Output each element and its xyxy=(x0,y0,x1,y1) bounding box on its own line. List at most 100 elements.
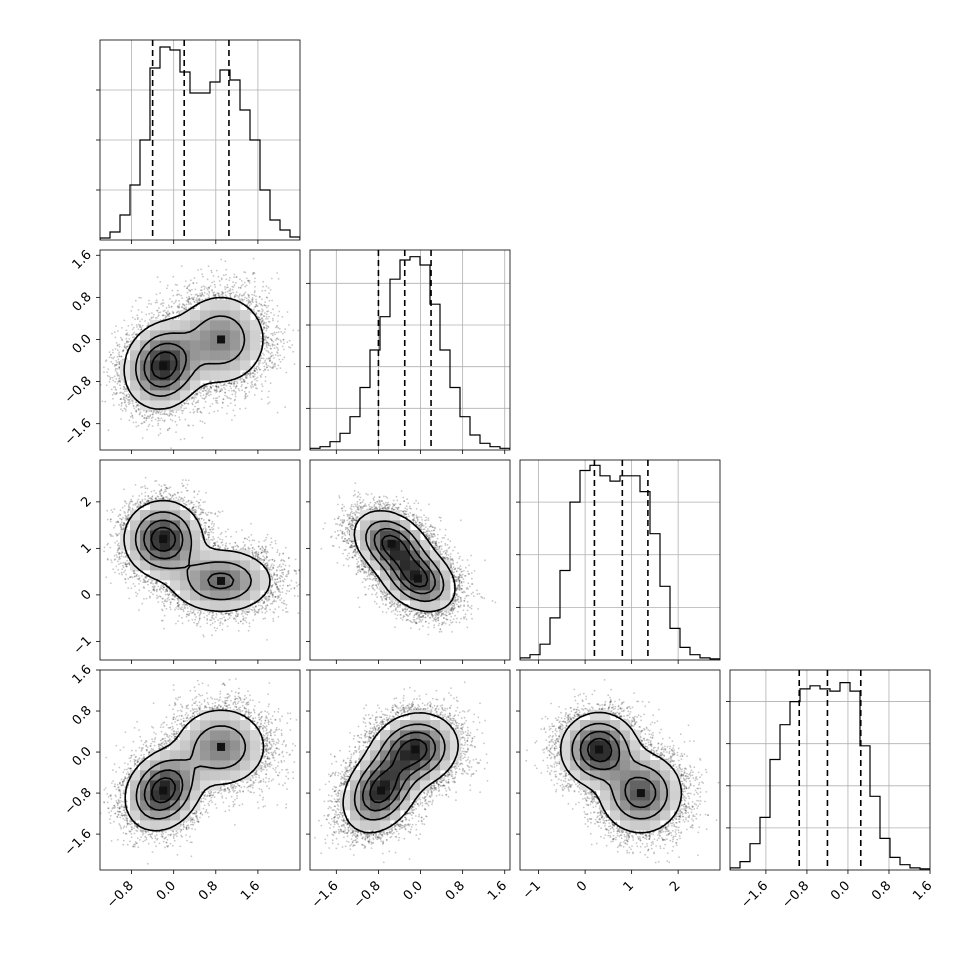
scatter-point xyxy=(297,330,299,332)
scatter-point xyxy=(137,593,139,595)
scatter-point xyxy=(429,617,431,619)
scatter-point xyxy=(138,578,140,580)
scatter-point xyxy=(123,488,125,490)
scatter-point xyxy=(162,314,164,316)
scatter-point xyxy=(177,608,179,610)
scatter-point xyxy=(230,288,232,290)
scatter-point xyxy=(407,615,409,617)
scatter-point xyxy=(265,537,267,539)
scatter-point xyxy=(355,505,357,507)
scatter-point xyxy=(476,589,478,591)
scatter-point xyxy=(132,417,134,419)
scatter-point xyxy=(242,284,244,286)
scatter-point xyxy=(220,621,222,623)
scatter-point xyxy=(152,316,154,318)
scatter-point xyxy=(205,385,207,387)
scatter-point xyxy=(163,484,165,486)
scatter-point xyxy=(208,613,210,615)
scatter-point xyxy=(265,376,267,378)
scatter-point xyxy=(193,491,195,493)
scatter-point xyxy=(254,370,256,372)
scatter-point xyxy=(118,545,120,547)
scatter-point xyxy=(115,368,117,370)
scatter-point xyxy=(112,358,114,360)
scatter-point xyxy=(127,393,129,395)
scatter-point xyxy=(264,360,266,362)
scatter-point xyxy=(208,292,210,294)
scatter-point xyxy=(266,556,268,558)
scatter-point xyxy=(130,416,132,418)
scatter-point xyxy=(260,375,262,377)
scatter-point xyxy=(137,500,139,502)
scatter-point xyxy=(270,312,272,314)
scatter-point xyxy=(281,598,283,600)
scatter-point xyxy=(226,278,228,280)
scatter-point xyxy=(118,563,120,565)
scatter-point xyxy=(121,553,123,555)
scatter-point xyxy=(391,611,393,613)
scatter-point xyxy=(363,499,365,501)
scatter-point xyxy=(258,551,260,553)
scatter-point xyxy=(115,533,117,535)
scatter-point xyxy=(256,313,258,315)
scatter-point xyxy=(389,504,391,506)
scatter-point xyxy=(234,399,236,401)
scatter-point xyxy=(234,404,236,406)
scatter-point xyxy=(172,420,174,422)
scatter-point xyxy=(117,549,119,551)
scatter-point xyxy=(150,592,152,594)
scatter-point xyxy=(439,631,441,633)
scatter-point xyxy=(107,543,109,545)
scatter-point xyxy=(171,496,173,498)
scatter-point xyxy=(110,559,112,561)
scatter-point xyxy=(272,592,274,594)
density-bin xyxy=(170,570,180,580)
scatter-point xyxy=(110,521,112,523)
mode-peak-marker xyxy=(217,335,225,343)
scatter-point xyxy=(267,593,269,595)
scatter-point xyxy=(112,380,114,382)
scatter-point xyxy=(155,497,157,499)
scatter-point xyxy=(120,388,122,390)
scatter-point xyxy=(301,324,303,326)
scatter-point xyxy=(193,412,195,414)
scatter-point xyxy=(129,401,131,403)
scatter-point xyxy=(365,580,367,582)
scatter-point xyxy=(185,607,187,609)
scatter-point xyxy=(140,487,142,489)
density-bin xyxy=(210,370,220,380)
scatter-point xyxy=(133,583,135,585)
scatter-point xyxy=(257,372,259,374)
scatter-point xyxy=(291,580,293,582)
histogram-panel-1 xyxy=(306,250,510,450)
scatter-point xyxy=(188,480,190,482)
scatter-point xyxy=(338,516,340,518)
scatter-point xyxy=(198,490,200,492)
scatter-point xyxy=(213,525,215,527)
scatter-point xyxy=(184,304,186,306)
scatter-point xyxy=(204,531,206,533)
scatter-point xyxy=(193,504,195,506)
scatter-point xyxy=(351,557,353,559)
scatter-point xyxy=(140,297,142,299)
scatter-point xyxy=(160,585,162,587)
scatter-point xyxy=(138,495,140,497)
scatter-point xyxy=(191,612,193,614)
scatter-point xyxy=(116,392,118,394)
scatter-point xyxy=(275,543,277,545)
scatter-point xyxy=(123,320,125,322)
scatter-point xyxy=(425,526,427,528)
histogram-panel-2 xyxy=(516,460,720,660)
scatter-point xyxy=(413,616,415,618)
scatter-point xyxy=(230,292,232,294)
scatter-point xyxy=(255,295,257,297)
scatter-point xyxy=(202,276,204,278)
scatter-point xyxy=(160,591,162,593)
scatter-point xyxy=(136,507,138,509)
scatter-point xyxy=(268,321,270,323)
scatter-point xyxy=(399,606,401,608)
scatter-point xyxy=(262,281,264,283)
scatter-point xyxy=(167,310,169,312)
scatter-point xyxy=(277,549,279,551)
scatter-point xyxy=(135,422,137,424)
